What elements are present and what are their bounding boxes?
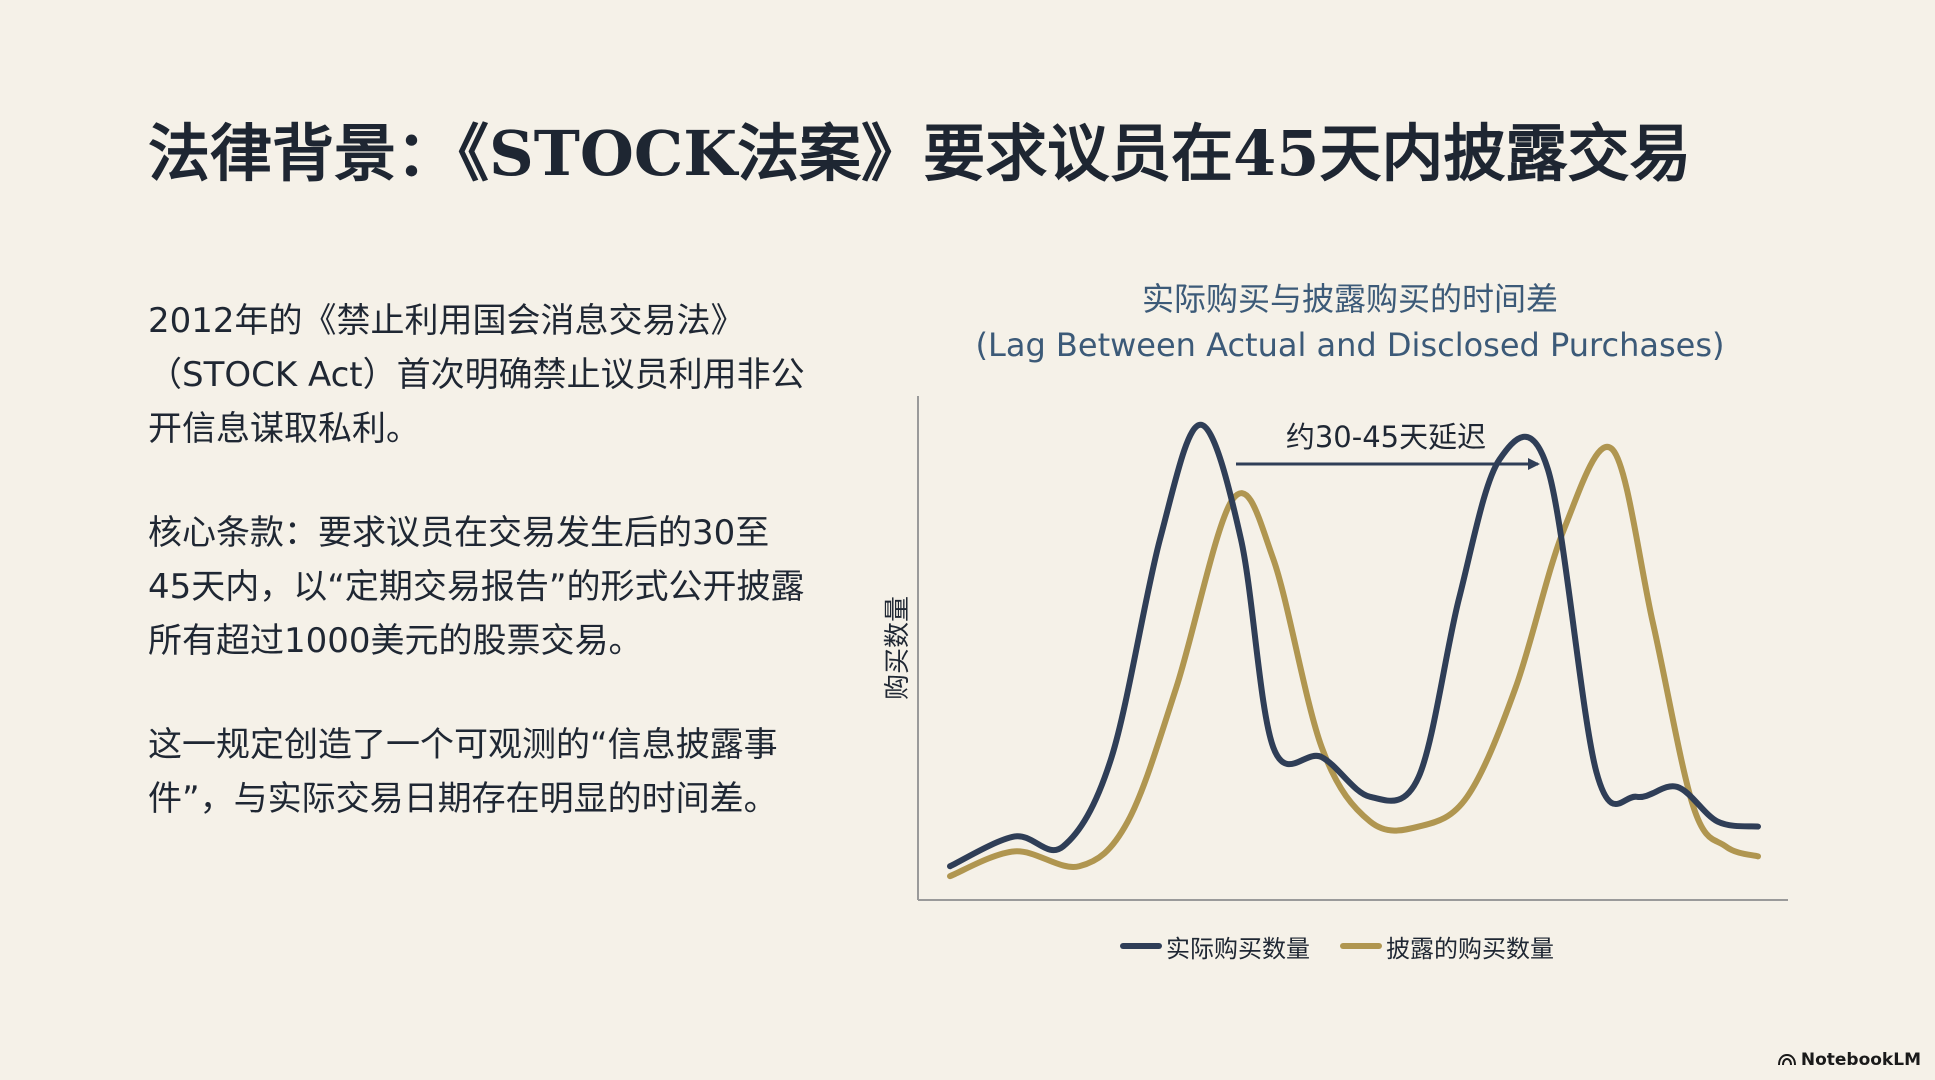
chart-subtitle: (Lag Between Actual and Disclosed Purcha… <box>975 326 1725 364</box>
notebooklm-logo-icon <box>1777 1054 1796 1066</box>
delay-annotation: 约30-45天延迟 <box>1286 420 1486 454</box>
chart-legend: 实际购买数量 披露的购买数量 <box>1120 926 1584 966</box>
brand-watermark: NotebookLM <box>1777 1050 1921 1070</box>
series-line-disclosed <box>947 444 1761 880</box>
paragraph-disclosure-event: 这一规定创造了一个可观测的“信息披露事件”，与实际交易日期存在明显的时间差。 <box>148 725 778 819</box>
brand-name: NotebookLM <box>1800 1050 1921 1070</box>
chart-title: 实际购买与披露购买的时间差 <box>1141 280 1558 318</box>
legend-label-disclosed: 披露的购买数量 <box>1386 934 1554 963</box>
series-layer <box>947 421 1761 880</box>
y-axis-label: 购买数量 <box>883 596 913 700</box>
page-title: 法律背景：《STOCK法案》要求议员在45天内披露交易 <box>148 117 1692 190</box>
series-line-actual <box>947 421 1761 870</box>
legend-item-actual: 实际购买数量 <box>1120 929 1310 964</box>
legend-swatch-disclosed <box>1340 943 1382 949</box>
legend-item-disclosed: 披露的购买数量 <box>1340 929 1554 964</box>
legend-label-actual: 实际购买数量 <box>1166 934 1310 963</box>
paragraph-core-clause: 核心条款：要求议员在交易发生后的30至45天内，以“定期交易报告”的形式公开披露… <box>148 513 805 661</box>
chart-title-block: 实际购买与披露购买的时间差 (Lag Between Actual and Di… <box>960 276 1740 368</box>
paragraph-stock-act-intro: 2012年的《禁止利用国会消息交易法》（STOCK Act）首次明确禁止议员利用… <box>148 301 805 449</box>
legend-swatch-actual <box>1120 943 1162 949</box>
